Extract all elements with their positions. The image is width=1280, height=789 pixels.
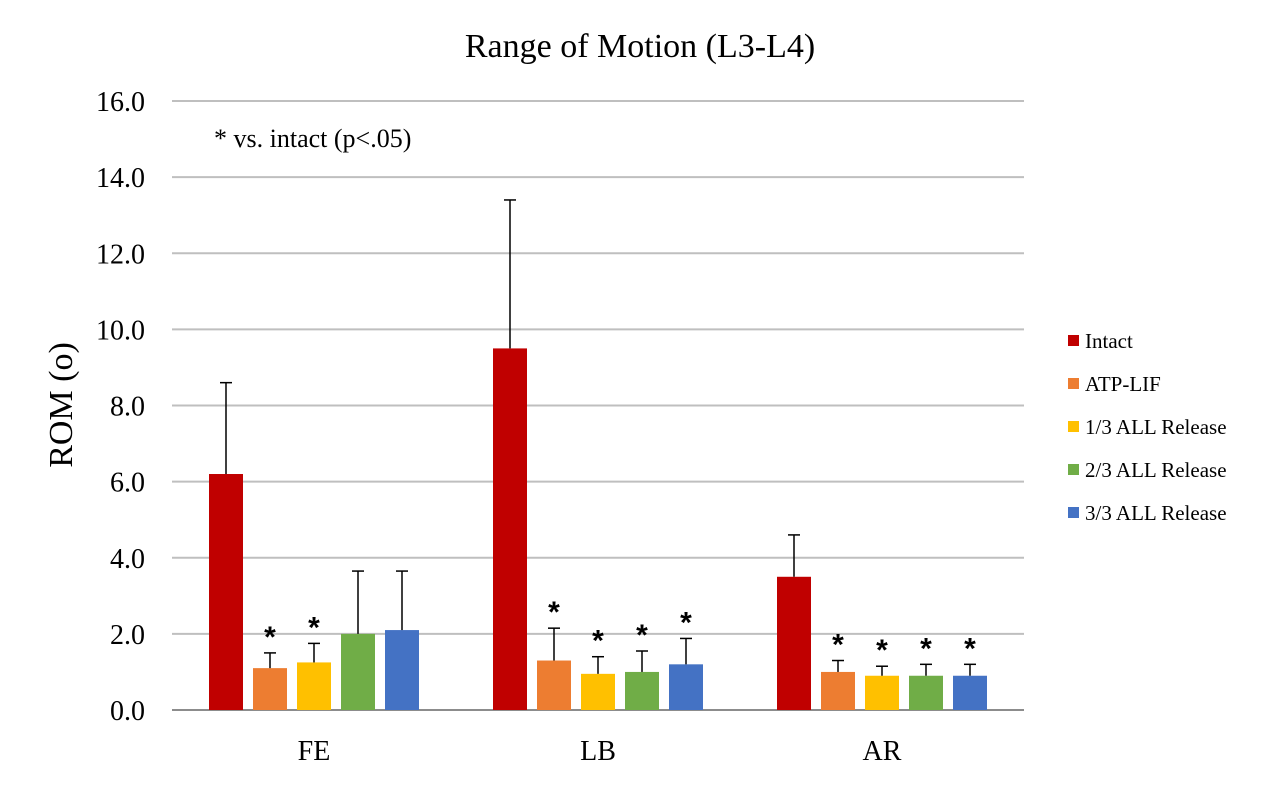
bar bbox=[777, 576, 811, 710]
y-tick-label: 0.0 bbox=[110, 696, 145, 727]
significance-marker: * bbox=[920, 632, 932, 665]
y-tick-label: 6.0 bbox=[110, 468, 145, 499]
y-tick-label: 8.0 bbox=[110, 392, 145, 423]
legend-label: Intact bbox=[1085, 329, 1133, 353]
bar bbox=[341, 633, 375, 710]
significance-marker: * bbox=[964, 632, 976, 665]
significance-marker: * bbox=[636, 619, 648, 652]
legend-label: ATP-LIF bbox=[1085, 372, 1161, 396]
significance-marker: * bbox=[548, 596, 560, 629]
significance-marker: * bbox=[832, 629, 844, 662]
bar bbox=[493, 348, 527, 710]
legend-swatch bbox=[1068, 421, 1079, 432]
bar bbox=[669, 664, 703, 710]
x-category-label: FE bbox=[298, 736, 331, 767]
legend-swatch bbox=[1068, 335, 1079, 346]
bar bbox=[909, 675, 943, 710]
legend-label: 3/3 ALL Release bbox=[1085, 501, 1227, 525]
legend-swatch bbox=[1068, 464, 1079, 475]
legend-label: 1/3 ALL Release bbox=[1085, 415, 1227, 439]
bars: * * * * * * * * * * bbox=[209, 199, 987, 710]
legend-swatch bbox=[1068, 378, 1079, 389]
y-tick-label: 10.0 bbox=[96, 315, 145, 346]
legend-label: 2/3 ALL Release bbox=[1085, 458, 1227, 482]
bar bbox=[297, 662, 331, 710]
significance-marker: * bbox=[680, 606, 692, 639]
y-tick-label: 2.0 bbox=[110, 620, 145, 651]
bar bbox=[581, 673, 615, 710]
y-tick-label: 4.0 bbox=[110, 544, 145, 575]
y-tick-label: 12.0 bbox=[96, 239, 145, 270]
y-axis-ticks: 0.0 2.0 4.0 6.0 8.0 10.0 12.0 14.0 16.0 bbox=[96, 87, 145, 727]
gridlines bbox=[172, 100, 1024, 711]
significance-marker: * bbox=[308, 611, 320, 644]
bar bbox=[625, 671, 659, 710]
legend: Intact ATP-LIF 1/3 ALL Release 2/3 ALL Rele… bbox=[1068, 329, 1227, 525]
bar bbox=[385, 630, 419, 710]
x-category-label: AR bbox=[863, 736, 902, 767]
significance-marker: * bbox=[876, 634, 888, 667]
significance-note: * vs. intact (p<.05) bbox=[214, 124, 411, 153]
y-axis-label: ROM (o) bbox=[43, 342, 80, 468]
bar bbox=[537, 660, 571, 710]
bar bbox=[821, 671, 855, 710]
bar bbox=[209, 474, 243, 710]
significance-marker: * bbox=[592, 625, 604, 658]
bar bbox=[865, 675, 899, 710]
y-tick-label: 16.0 bbox=[96, 87, 145, 118]
x-category-label: LB bbox=[580, 736, 616, 767]
bar bbox=[253, 668, 287, 710]
significance-marker: * bbox=[264, 621, 276, 654]
legend-swatch bbox=[1068, 507, 1079, 518]
x-axis-categories: FE LB AR bbox=[298, 736, 902, 767]
y-tick-label: 14.0 bbox=[96, 163, 145, 194]
chart-title: Range of Motion (L3-L4) bbox=[465, 28, 815, 65]
bar bbox=[953, 675, 987, 710]
